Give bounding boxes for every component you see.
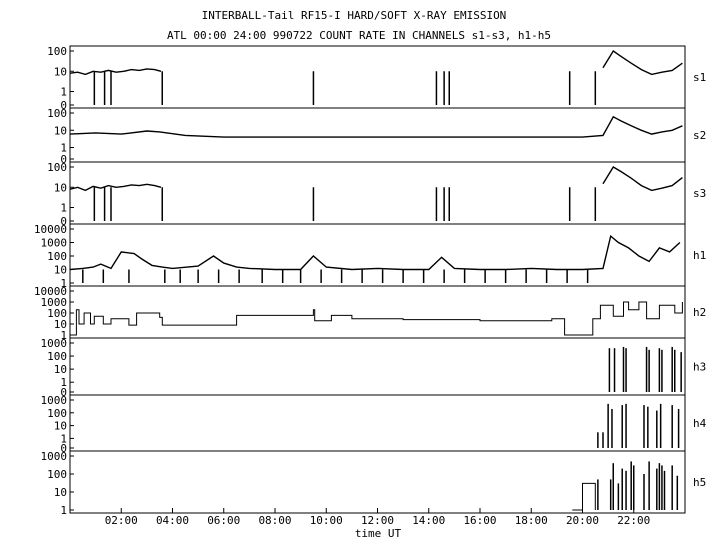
y-tick-label: 1000 [41,296,68,309]
panel-frame [69,223,686,287]
panel-s2: 100 10 10 s2 [47,107,706,166]
y-tick-label: 100 [47,250,67,263]
panel-frame [69,450,686,514]
y-tick-label: 0 [60,442,67,455]
y-tick-label: 100 [47,350,67,363]
y-tick-label: 1 [60,202,67,215]
y-tick-label: 1 [60,504,67,517]
y-tick-label: 1 [60,432,67,445]
x-axis: 02:00 04:00 06:00 08:00 10:00 12:00 14:00 16:00… [105,508,650,527]
panel-frame [69,107,686,163]
s1-series-line [69,68,162,76]
y-tick-label: 1 [60,277,67,290]
y-tick-label: 100 [47,161,67,174]
x-tick-label: 04:00 [156,514,189,527]
y-tick-label: 1000 [41,237,68,250]
x-tick-label: 22:00 [617,514,650,527]
x-tick-label: 20:00 [566,514,599,527]
panel-label-h3: h3 [693,361,706,374]
y-tick-label: 0 [60,386,67,399]
panel-label-h2: h2 [693,306,706,319]
y-tick-label: 10000 [34,223,67,236]
y-tick-label: 1 [60,376,67,389]
y-tick-label: 1000 [41,394,68,407]
y-tick-label: 1 [60,329,67,342]
panel-label-s3: s3 [693,187,706,200]
h5-step-line [572,482,596,511]
x-tick-label: 12:00 [361,514,394,527]
x-tick-label: 02:00 [105,514,138,527]
y-tick-label: 10 [54,363,67,376]
y-tick-label: 100 [47,407,67,420]
panel-s1: 100 10 10 s1 [47,45,706,112]
panel-h5: 1000 100 10 1 h5 [41,450,707,517]
y-tick-label: 10 [54,181,67,194]
panel-label-s2: s2 [693,129,706,142]
y-tick-label: 10000 [34,285,67,298]
panel-frame [69,337,686,396]
chart-subtitle: ATL 00:00 24:00 990722 COUNT RATE IN CHA… [167,29,551,42]
h1-series-line [69,234,681,271]
y-tick-label: 0 [60,215,67,228]
y-tick-label: 100 [47,468,67,481]
panels: 1001010s11001010s21001010s31000010001001… [34,45,707,517]
x-tick-label: 08:00 [258,514,291,527]
y-tick-label: 1000 [41,337,68,350]
x-tick-label: 10:00 [310,514,343,527]
y-tick-label: 10 [54,318,67,331]
y-tick-label: 100 [47,45,67,58]
x-tick-label: 18:00 [515,514,548,527]
x-axis-label: time UT [355,527,402,540]
panel-s3: 100 10 10 s3 [47,161,706,228]
s2-series-line [69,115,683,138]
x-tick-label: 16:00 [463,514,496,527]
panel-label-h5: h5 [693,476,706,489]
h2-step-line [70,301,683,336]
y-tick-label: 1 [60,86,67,99]
y-tick-label: 100 [47,107,67,120]
y-tick-label: 0 [60,99,67,112]
panel-label-h4: h4 [693,417,707,430]
s1-series-line [602,50,683,76]
y-tick-label: 10 [54,65,67,78]
s3-series-line [602,166,683,192]
y-tick-label: 100 [47,307,67,320]
x-tick-label: 14:00 [412,514,445,527]
y-tick-label: 0 [60,153,67,166]
panel-frame [69,394,686,452]
x-tick-label: 06:00 [207,514,240,527]
y-tick-label: 1000 [41,450,68,463]
y-tick-label: 1 [60,142,67,155]
panel-label-s1: s1 [693,71,706,84]
panel-label-h1: h1 [693,249,706,262]
y-tick-label: 10 [54,420,67,433]
s3-series-line [69,183,162,192]
chart-title: INTERBALL-Tail RF15-I HARD/SOFT X-RAY EM… [202,9,507,22]
y-tick-label: 10 [54,486,67,499]
y-tick-label: 10 [54,264,67,277]
y-tick-label: 10 [54,124,67,137]
